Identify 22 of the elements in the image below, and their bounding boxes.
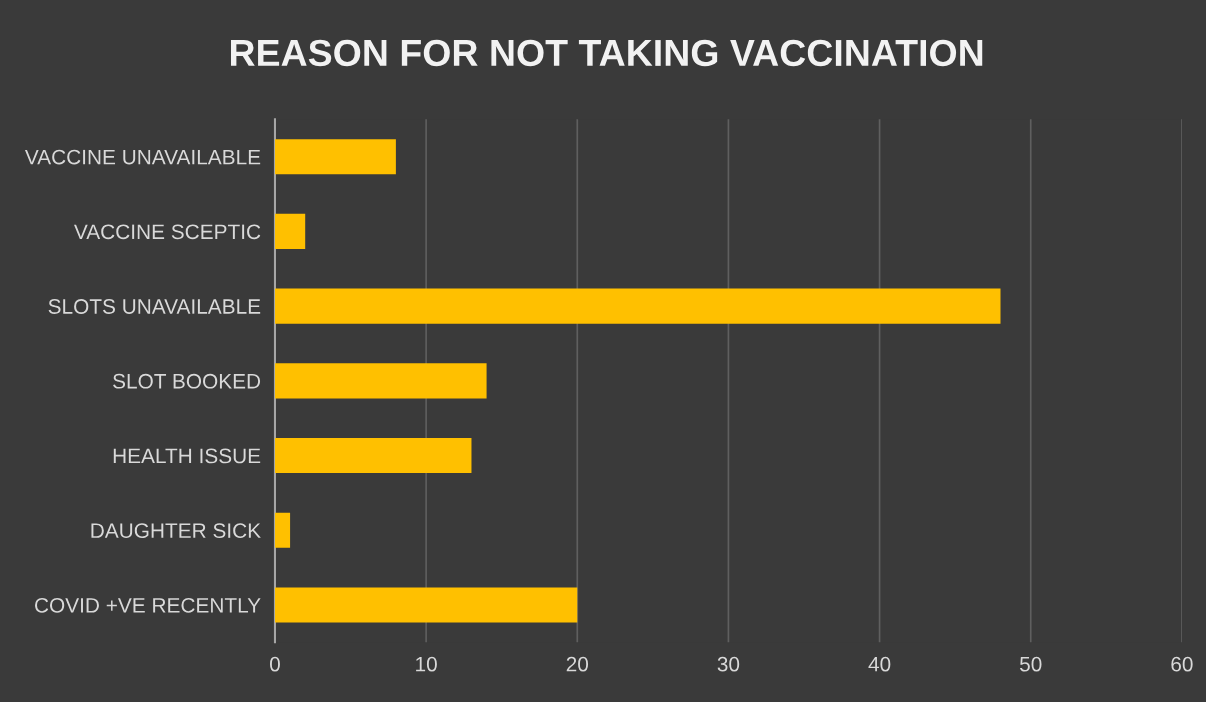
y-tick-label: DAUGHTER SICK [91, 523, 261, 539]
bar [274, 213, 306, 249]
x-tick-label: 30 [717, 656, 740, 672]
y-tick-label: HEALTH ISSUE [113, 448, 261, 464]
y-tick-label: VACCINE UNAVAILABLE [24, 149, 261, 165]
y-tick-label: SLOT BOOKED [113, 373, 261, 389]
bar [274, 437, 472, 474]
bar [274, 587, 578, 623]
chart-title: REASON FOR NOT TAKING VACCINATION [230, 39, 983, 67]
bar [274, 363, 487, 399]
x-tick-label: 0 [269, 656, 280, 672]
bar [274, 139, 396, 175]
bar [274, 288, 1001, 324]
y-tick-label: SLOTS UNAVAILABLE [48, 299, 261, 314]
x-tick-label: 50 [1019, 656, 1042, 672]
x-tick-label: 10 [416, 656, 437, 672]
y-tick-label: COVID +VE RECENTLY [35, 597, 261, 613]
y-tick-label: VACCINE SCEPTIC [74, 224, 261, 240]
x-tick-label: 20 [566, 656, 589, 672]
x-tick-label: 60 [1171, 656, 1193, 672]
x-tick-label: 40 [868, 656, 891, 672]
bar [274, 512, 291, 548]
